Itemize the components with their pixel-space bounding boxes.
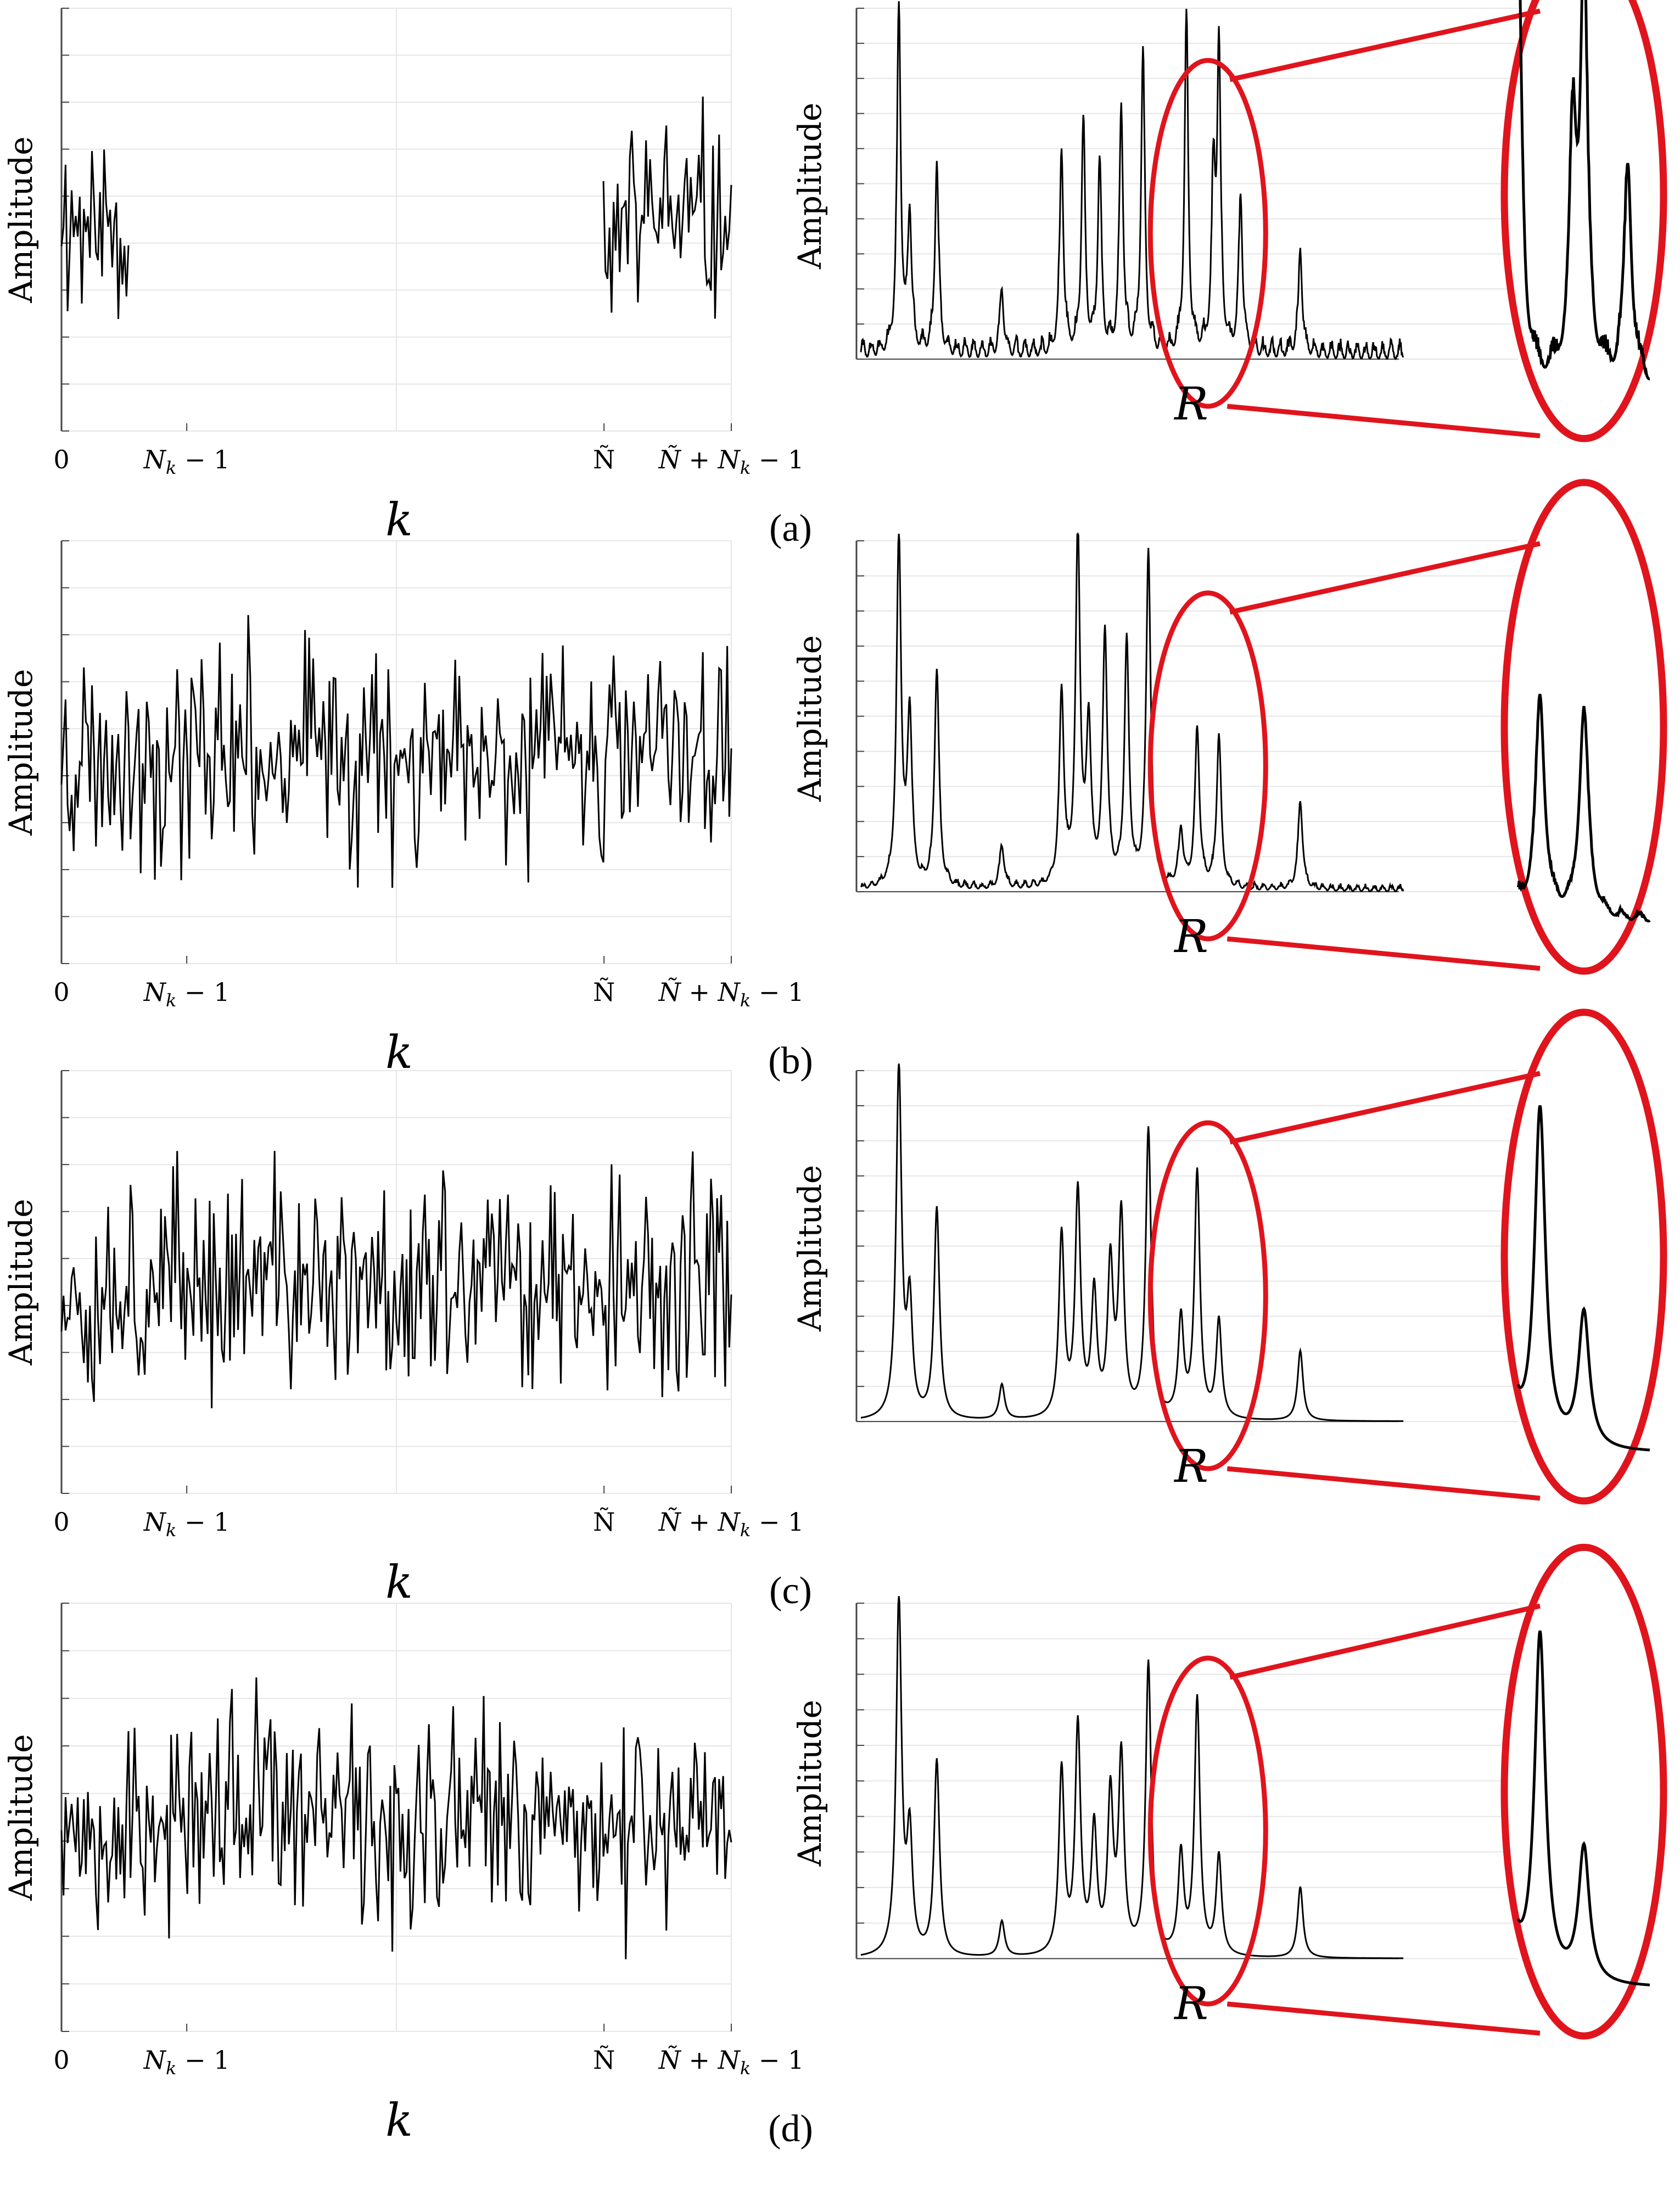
x-tick-label: 0 [53,1507,69,1537]
zoom-region-ellipse [1147,1655,1268,2007]
zoom-connector [1227,2001,1541,2036]
panel-label: (a) [769,507,812,550]
spectrum-plot: Amplitude R [791,0,1667,443]
y-axis-label: Amplitude [2,136,40,303]
magnified-spectrum-line [1516,1105,1650,1452]
magnified-ellipse [1500,0,1667,443]
zoom-region-ellipse [1147,1120,1268,1471]
x-tick-label: Ñ [593,977,615,1007]
zoom-connector [1227,936,1541,971]
spectrum-plot: Amplitude R [791,479,1667,975]
magnified-ellipse [1500,1009,1667,1505]
zoom-region-ellipse [1147,58,1268,409]
spectrum-plot: Amplitude R [791,1543,1667,2040]
x-axis-label: k [385,494,413,546]
x-tick-label: Ñ + Nk − 1 [658,977,804,1011]
signal-line [60,149,130,320]
x-tick-label: 0 [53,977,69,1007]
x-axis-label: R [1173,1441,1208,1493]
magnified-ellipse [1500,479,1667,975]
x-tick-label: Ñ [593,445,615,474]
x-tick-label: 0 [53,445,69,474]
x-tick-label: Nk − 1 [143,445,230,478]
zoom-connector [1227,1466,1541,1501]
panel-a: 0 Nk − 1 Ñ Ñ + Nk − 1 Amplitude k Amplitude R (a… [2,0,1667,550]
x-tick-label: 0 [53,2045,69,2075]
magnified-spectrum-line [1519,0,1650,380]
spectrum-line [860,532,1404,893]
time-domain-plot: 0 Nk − 1 Ñ Ñ + Nk − 1 Amplitude k [2,1603,804,2147]
magnified-spectrum-line [1516,693,1651,922]
zoom-region-ellipse [1147,590,1268,942]
zoom-connector [1229,1603,1541,1680]
zoom-connector [1229,8,1541,82]
y-axis-label: Amplitude [791,103,828,270]
magnified-ellipse [1500,1543,1667,2040]
x-axis-label: R [1173,911,1208,963]
y-axis-label: Amplitude [791,1165,828,1332]
zoom-connector [1227,404,1541,439]
panel-label: (d) [768,2108,813,2150]
spectrum-plot: Amplitude R [791,1009,1667,1505]
x-tick-label: Ñ + Nk − 1 [658,2045,804,2079]
y-axis-label: Amplitude [791,1700,828,1867]
signal-line [60,615,732,888]
panel-label: (c) [769,1570,812,1612]
x-tick-label: Ñ + Nk − 1 [658,1507,804,1541]
magnified-spectrum-line [1516,1630,1650,1986]
panel-c: 0 Nk − 1 Ñ Ñ + Nk − 1 Amplitude k Amplitude R (c… [2,1009,1667,1612]
y-axis-label: Amplitude [2,1199,40,1365]
x-axis-label: R [1173,378,1208,430]
x-tick-label: Ñ + Nk − 1 [658,445,804,478]
zoom-connector [1229,541,1541,615]
x-tick-label: Nk − 1 [143,1507,230,1541]
signal-line [60,1677,732,1960]
zoom-connector [1229,1071,1541,1145]
panel-label: (b) [768,1040,813,1082]
x-tick-label: Ñ [593,2045,615,2075]
x-axis-label: k [385,2095,413,2147]
x-tick-label: Ñ [593,1507,615,1537]
y-axis-label: Amplitude [2,1734,40,1901]
y-axis-label: Amplitude [791,635,828,802]
spectrum-line [860,1063,1404,1422]
time-domain-plot: 0 Nk − 1 Ñ Ñ + Nk − 1 Amplitude k [2,1070,804,1609]
spectrum-line [860,1595,1404,1960]
signal-line [60,1151,732,1409]
spectrum-line [860,1,1404,361]
time-domain-plot: 0 Nk − 1 Ñ Ñ + Nk − 1 Amplitude k [2,8,804,546]
y-axis-label: Amplitude [2,669,40,836]
panel-b: 0 Nk − 1 Ñ Ñ + Nk − 1 Amplitude k Amplitude R (b… [2,479,1667,1082]
x-tick-label: Nk − 1 [143,2045,230,2079]
x-axis-label: R [1173,1978,1208,2030]
x-axis-label: k [385,1557,413,1609]
panel-d: 0 Nk − 1 Ñ Ñ + Nk − 1 Amplitude k Amplitude R (d… [2,1543,1667,2150]
signal-line [602,96,732,319]
x-tick-label: Nk − 1 [143,977,230,1011]
